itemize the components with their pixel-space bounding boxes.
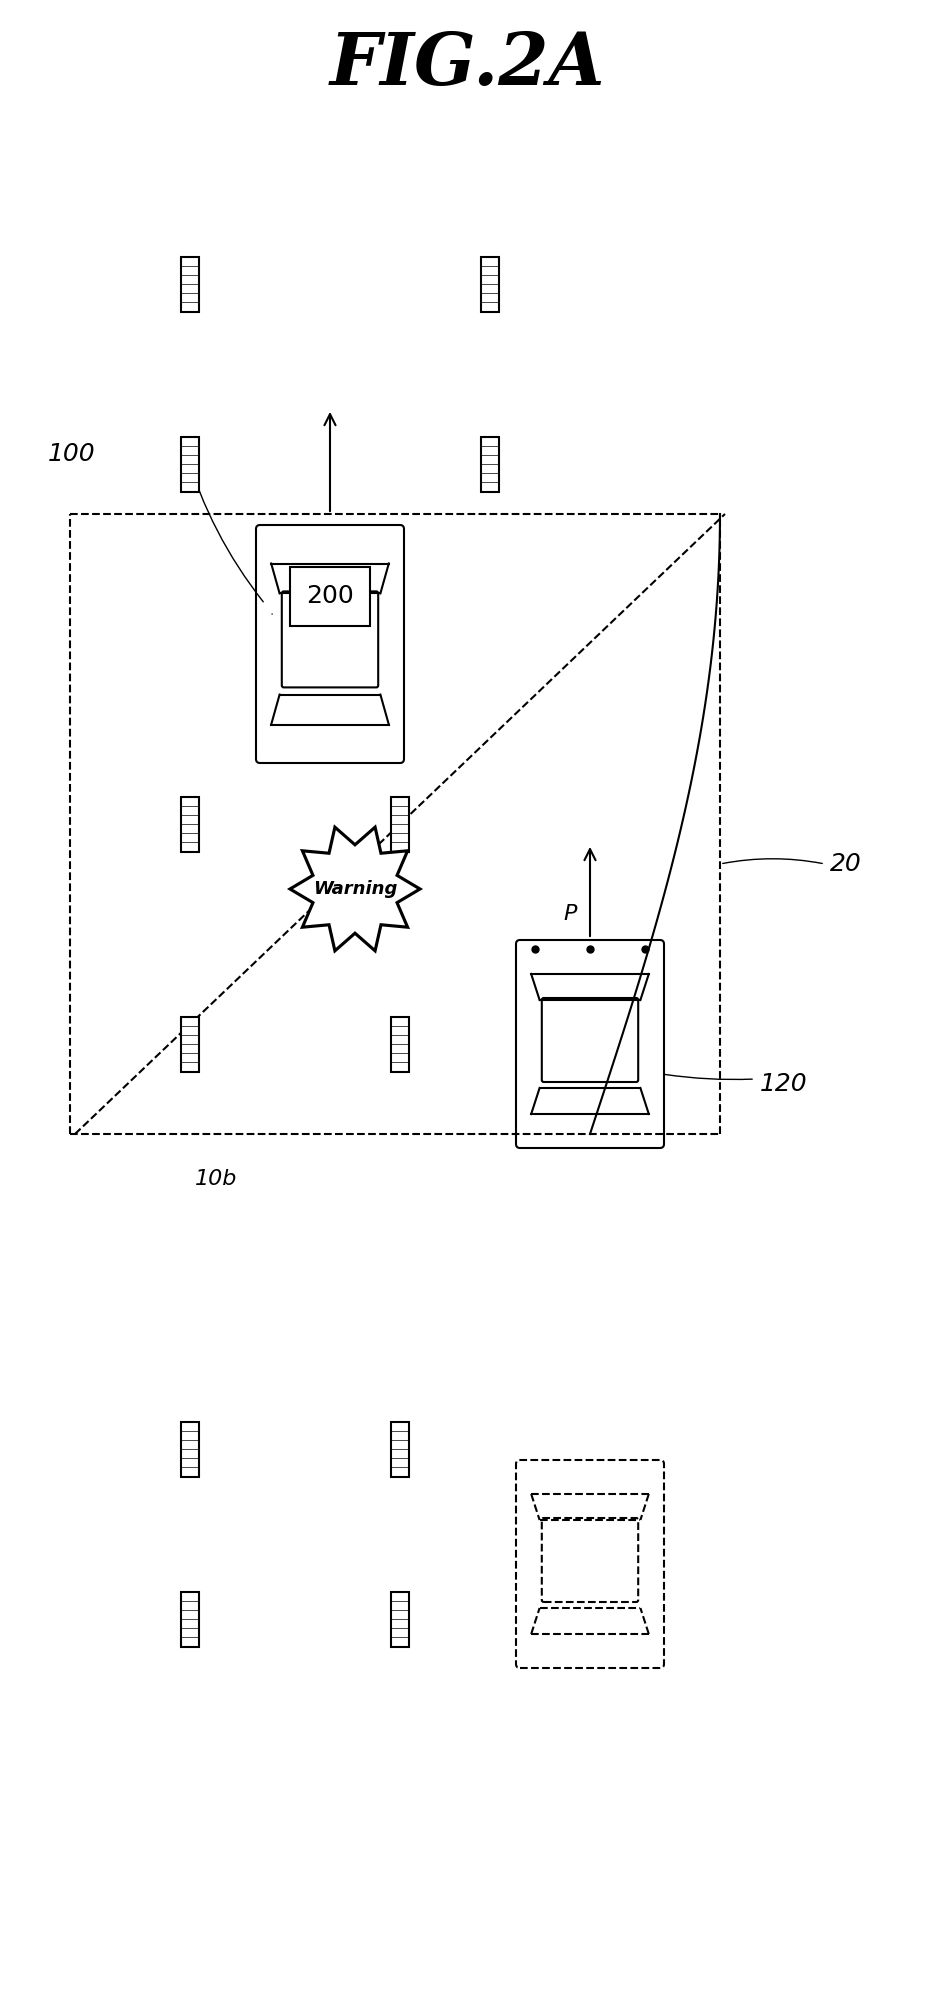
Bar: [181, 437, 199, 491]
Bar: [481, 257, 499, 311]
Bar: [181, 1016, 199, 1072]
Text: Warning: Warning: [313, 880, 397, 898]
Text: 100: 100: [48, 443, 95, 467]
Bar: [481, 437, 499, 491]
Polygon shape: [290, 828, 420, 950]
Text: 10b: 10b: [195, 1168, 237, 1188]
Bar: [181, 1421, 199, 1477]
Text: FIG.2A: FIG.2A: [329, 28, 605, 100]
FancyBboxPatch shape: [516, 1461, 664, 1667]
Bar: [391, 796, 409, 852]
Bar: [181, 257, 199, 311]
FancyBboxPatch shape: [541, 1517, 639, 1601]
FancyBboxPatch shape: [256, 525, 404, 764]
Text: 120: 120: [760, 1072, 808, 1096]
FancyBboxPatch shape: [281, 591, 378, 687]
Bar: [181, 796, 199, 852]
Bar: [181, 1591, 199, 1647]
Bar: [391, 1591, 409, 1647]
FancyBboxPatch shape: [516, 940, 664, 1148]
Bar: [391, 1421, 409, 1477]
Text: 20: 20: [830, 852, 862, 876]
Text: P: P: [563, 904, 577, 924]
Text: 200: 200: [306, 583, 353, 607]
FancyBboxPatch shape: [290, 567, 370, 625]
Bar: [391, 1016, 409, 1072]
FancyBboxPatch shape: [541, 998, 639, 1082]
